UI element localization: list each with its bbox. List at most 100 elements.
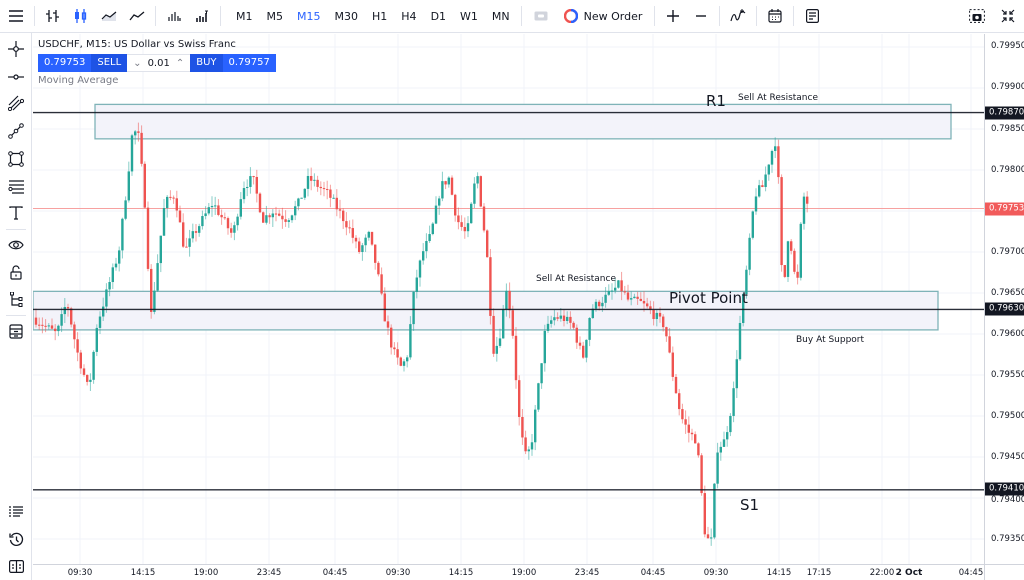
bearish-candle	[582, 345, 585, 358]
bullish-candle	[156, 263, 159, 291]
layers-icon[interactable]	[0, 317, 32, 345]
time-tick: 14:15	[130, 568, 156, 578]
bearish-candle	[556, 317, 559, 319]
sell-button[interactable]: SELL	[91, 54, 128, 72]
buy-button[interactable]: BUY	[190, 54, 223, 72]
horizontal-line-icon[interactable]	[0, 63, 32, 91]
crosshair-icon[interactable]	[0, 35, 32, 63]
bearish-candle	[322, 188, 326, 190]
calendar-icon[interactable]	[761, 0, 789, 33]
bearish-candle	[652, 309, 655, 320]
timeframe-w1[interactable]: W1	[460, 9, 478, 23]
bearish-candle	[668, 336, 671, 353]
timeframe-h4[interactable]: H4	[401, 9, 417, 23]
trend-line-icon[interactable]	[0, 117, 32, 145]
timeframe-d1[interactable]: D1	[430, 9, 447, 23]
indicator-moving-average[interactable]: Moving Average	[38, 75, 119, 86]
history-icon[interactable]	[0, 525, 32, 553]
bullish-candle	[774, 146, 777, 151]
bar-chart-icon[interactable]	[39, 0, 67, 33]
bullish-candle	[770, 150, 774, 165]
time-axis[interactable]: 09:30 14:15 19:00 23:45 04:45 09:30 14:15 19:00…	[33, 564, 984, 580]
candlestick-chart[interactable]	[33, 34, 984, 564]
bullish-candle	[114, 263, 118, 268]
data-window-icon[interactable]	[0, 552, 32, 580]
zoom-out-icon[interactable]	[687, 0, 715, 33]
s1-label[interactable]: S1	[740, 496, 760, 514]
bearish-candle	[383, 293, 386, 322]
timeframe-h1[interactable]: H1	[372, 9, 388, 23]
area-chart-icon[interactable]	[95, 0, 123, 33]
bullish-candle	[758, 185, 761, 197]
hamburger-menu-icon[interactable]	[0, 0, 32, 33]
lock-icon[interactable]	[0, 258, 32, 286]
sell-price-button[interactable]: 0.79753	[38, 54, 92, 72]
timeframe-mn[interactable]: MN	[491, 9, 510, 23]
text-icon[interactable]	[0, 199, 32, 227]
zoom-in-icon[interactable]	[659, 0, 687, 33]
bearish-candle	[194, 231, 198, 233]
bullish-candle	[63, 306, 66, 315]
tree-icon[interactable]	[0, 285, 32, 313]
timeframe-m5[interactable]: M5	[266, 9, 284, 23]
bearish-candle	[486, 230, 489, 258]
indicators-icon[interactable]	[724, 0, 752, 33]
fib-retracement-icon[interactable]	[0, 173, 32, 201]
quantity-stepper[interactable]: ⌄ 0.01 ⌃	[127, 54, 191, 72]
chevron-up-icon[interactable]: ⌃	[175, 58, 185, 69]
fullscreen-icon[interactable]	[992, 0, 1024, 33]
bullish-candle	[764, 174, 767, 188]
bearish-candle	[578, 342, 582, 346]
bearish-candle	[639, 298, 642, 301]
bearish-candle	[34, 317, 38, 325]
histogram-icon[interactable]	[160, 0, 188, 33]
bullish-candle	[294, 206, 297, 216]
bullish-candle	[633, 296, 636, 299]
bullish-candle	[153, 290, 156, 312]
drawing-toolbar	[0, 33, 32, 580]
timeframe-m30[interactable]: M30	[334, 9, 359, 23]
buy-price-button[interactable]: 0.79757	[222, 54, 276, 72]
notes-icon[interactable]	[798, 0, 826, 33]
chevron-down-icon[interactable]: ⌄	[133, 58, 142, 69]
parallel-channel-icon[interactable]	[0, 89, 32, 117]
bullish-candle	[265, 215, 268, 223]
bullish-candle	[300, 197, 303, 199]
bullish-candle	[406, 357, 409, 362]
bullish-candle	[617, 280, 620, 288]
bullish-candle	[422, 251, 425, 261]
pivot-sell-note[interactable]: Sell At Resistance	[536, 274, 616, 284]
price-tick: 0.79700	[991, 247, 1024, 257]
volume-icon[interactable]	[188, 0, 216, 33]
r1-label[interactable]: R1	[706, 92, 726, 110]
bearish-candle	[636, 296, 639, 299]
bullish-candle	[591, 308, 594, 319]
bearish-candle	[182, 222, 185, 247]
bearish-candle	[390, 327, 393, 348]
bearish-candle	[255, 176, 258, 194]
timeframe-m15[interactable]: M15	[297, 9, 321, 23]
bearish-candle	[687, 424, 690, 433]
bearish-candle	[450, 177, 454, 195]
bullish-candle	[108, 282, 111, 290]
pivot-buy-note[interactable]: Buy At Support	[796, 335, 865, 345]
new-order-label: New Order	[583, 9, 643, 23]
one-click-trading-icon[interactable]	[526, 0, 556, 33]
price-axis[interactable]: 0.79950 0.79900 0.79850 0.79800 0.79700 …	[984, 34, 1024, 564]
object-list-icon[interactable]	[0, 498, 32, 526]
bearish-candle	[268, 215, 271, 218]
chart-pane[interactable]	[33, 34, 984, 564]
camera-screenshot-icon[interactable]	[962, 0, 992, 33]
pivot-point-label[interactable]: Pivot Point	[669, 289, 748, 307]
bullish-candle	[614, 287, 617, 291]
timeframe-m1[interactable]: M1	[236, 9, 253, 23]
rectangle-icon[interactable]	[0, 145, 32, 173]
new-order-button[interactable]: New Order	[556, 0, 651, 33]
bearish-candle	[761, 185, 764, 188]
quantity-value[interactable]: 0.01	[147, 58, 170, 69]
candles-chart-icon[interactable]	[67, 0, 95, 33]
bullish-candle	[447, 177, 450, 185]
line-chart-icon[interactable]	[123, 0, 151, 33]
r1-note[interactable]: Sell At Resistance	[738, 93, 818, 103]
eye-icon[interactable]	[0, 231, 32, 259]
